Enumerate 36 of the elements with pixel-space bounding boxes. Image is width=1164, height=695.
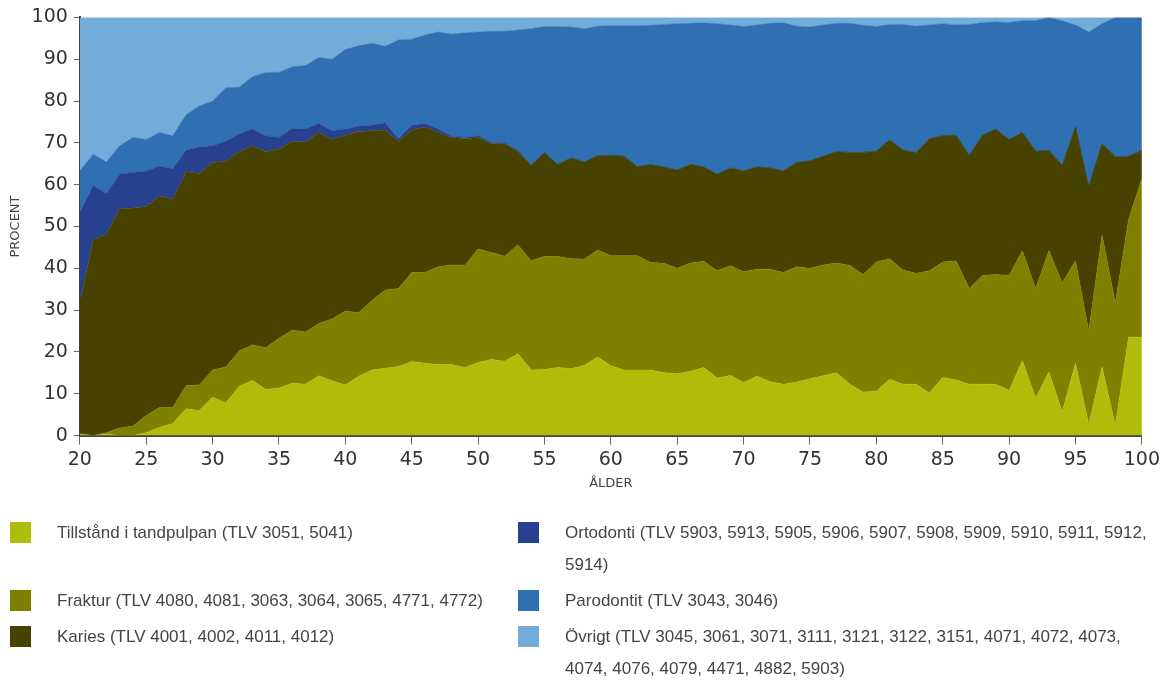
y-tick-label: 90: [43, 46, 68, 69]
y-tick-label: 10: [43, 380, 68, 403]
x-tick-label: 70: [731, 446, 756, 469]
x-tick-label: 55: [532, 446, 557, 469]
x-tick-label: 100: [1123, 446, 1160, 469]
y-tick-label: 0: [55, 422, 68, 445]
y-axis-title: PROCENT: [7, 195, 23, 258]
legend-label: Ortodonti (TLV 5903, 5913, 5905, 5906, 5907, 5908, 5909, 5910, 5911, 5912, 5914): [565, 522, 1148, 576]
x-tick-label: 30: [200, 446, 225, 469]
legend-label: Karies (TLV 4001, 4002, 4011, 4012): [57, 626, 335, 648]
legend-label: Parodontit (TLV 3043, 3046): [565, 590, 779, 612]
y-tick-label: 50: [43, 213, 68, 236]
x-tick-label: 40: [333, 446, 358, 469]
legend-label: Fraktur (TLV 4080, 4081, 3063, 3064, 3065, 4771, 4772): [57, 590, 483, 612]
x-tick-label: 45: [399, 446, 424, 469]
x-tick-label: 35: [266, 446, 292, 469]
x-tick-label: 50: [466, 446, 491, 469]
legend-label: Övrigt (TLV 3045, 3061, 3071, 3111, 3121, 3122, 3151, 4071, 4072, 4073, 4074, 4076, 4079, 4471, 4882, 5903): [565, 626, 1122, 680]
y-tick-label: 60: [43, 171, 68, 194]
x-axis-title: ÅLDER: [589, 474, 633, 490]
x-tick-label: 60: [598, 446, 623, 469]
legend-label: Tillstånd i tandpulpan (TLV 3051, 5041): [57, 522, 353, 544]
y-tick-label: 30: [43, 297, 68, 320]
x-tick-label: 90: [997, 446, 1022, 469]
x-tick-label: 75: [797, 446, 823, 469]
y-tick-label: 100: [31, 4, 68, 27]
x-tick-label: 85: [930, 446, 955, 469]
y-tick-label: 70: [43, 129, 68, 152]
y-tick-label: 40: [43, 255, 68, 278]
x-tick-label: 25: [134, 446, 159, 469]
x-tick-label: 95: [1063, 446, 1088, 469]
x-tick-label: 65: [665, 446, 690, 469]
y-tick-label: 20: [43, 338, 68, 361]
y-tick-label: 80: [43, 87, 68, 110]
x-tick-label: 80: [864, 446, 889, 469]
x-tick-label: 20: [67, 446, 92, 469]
